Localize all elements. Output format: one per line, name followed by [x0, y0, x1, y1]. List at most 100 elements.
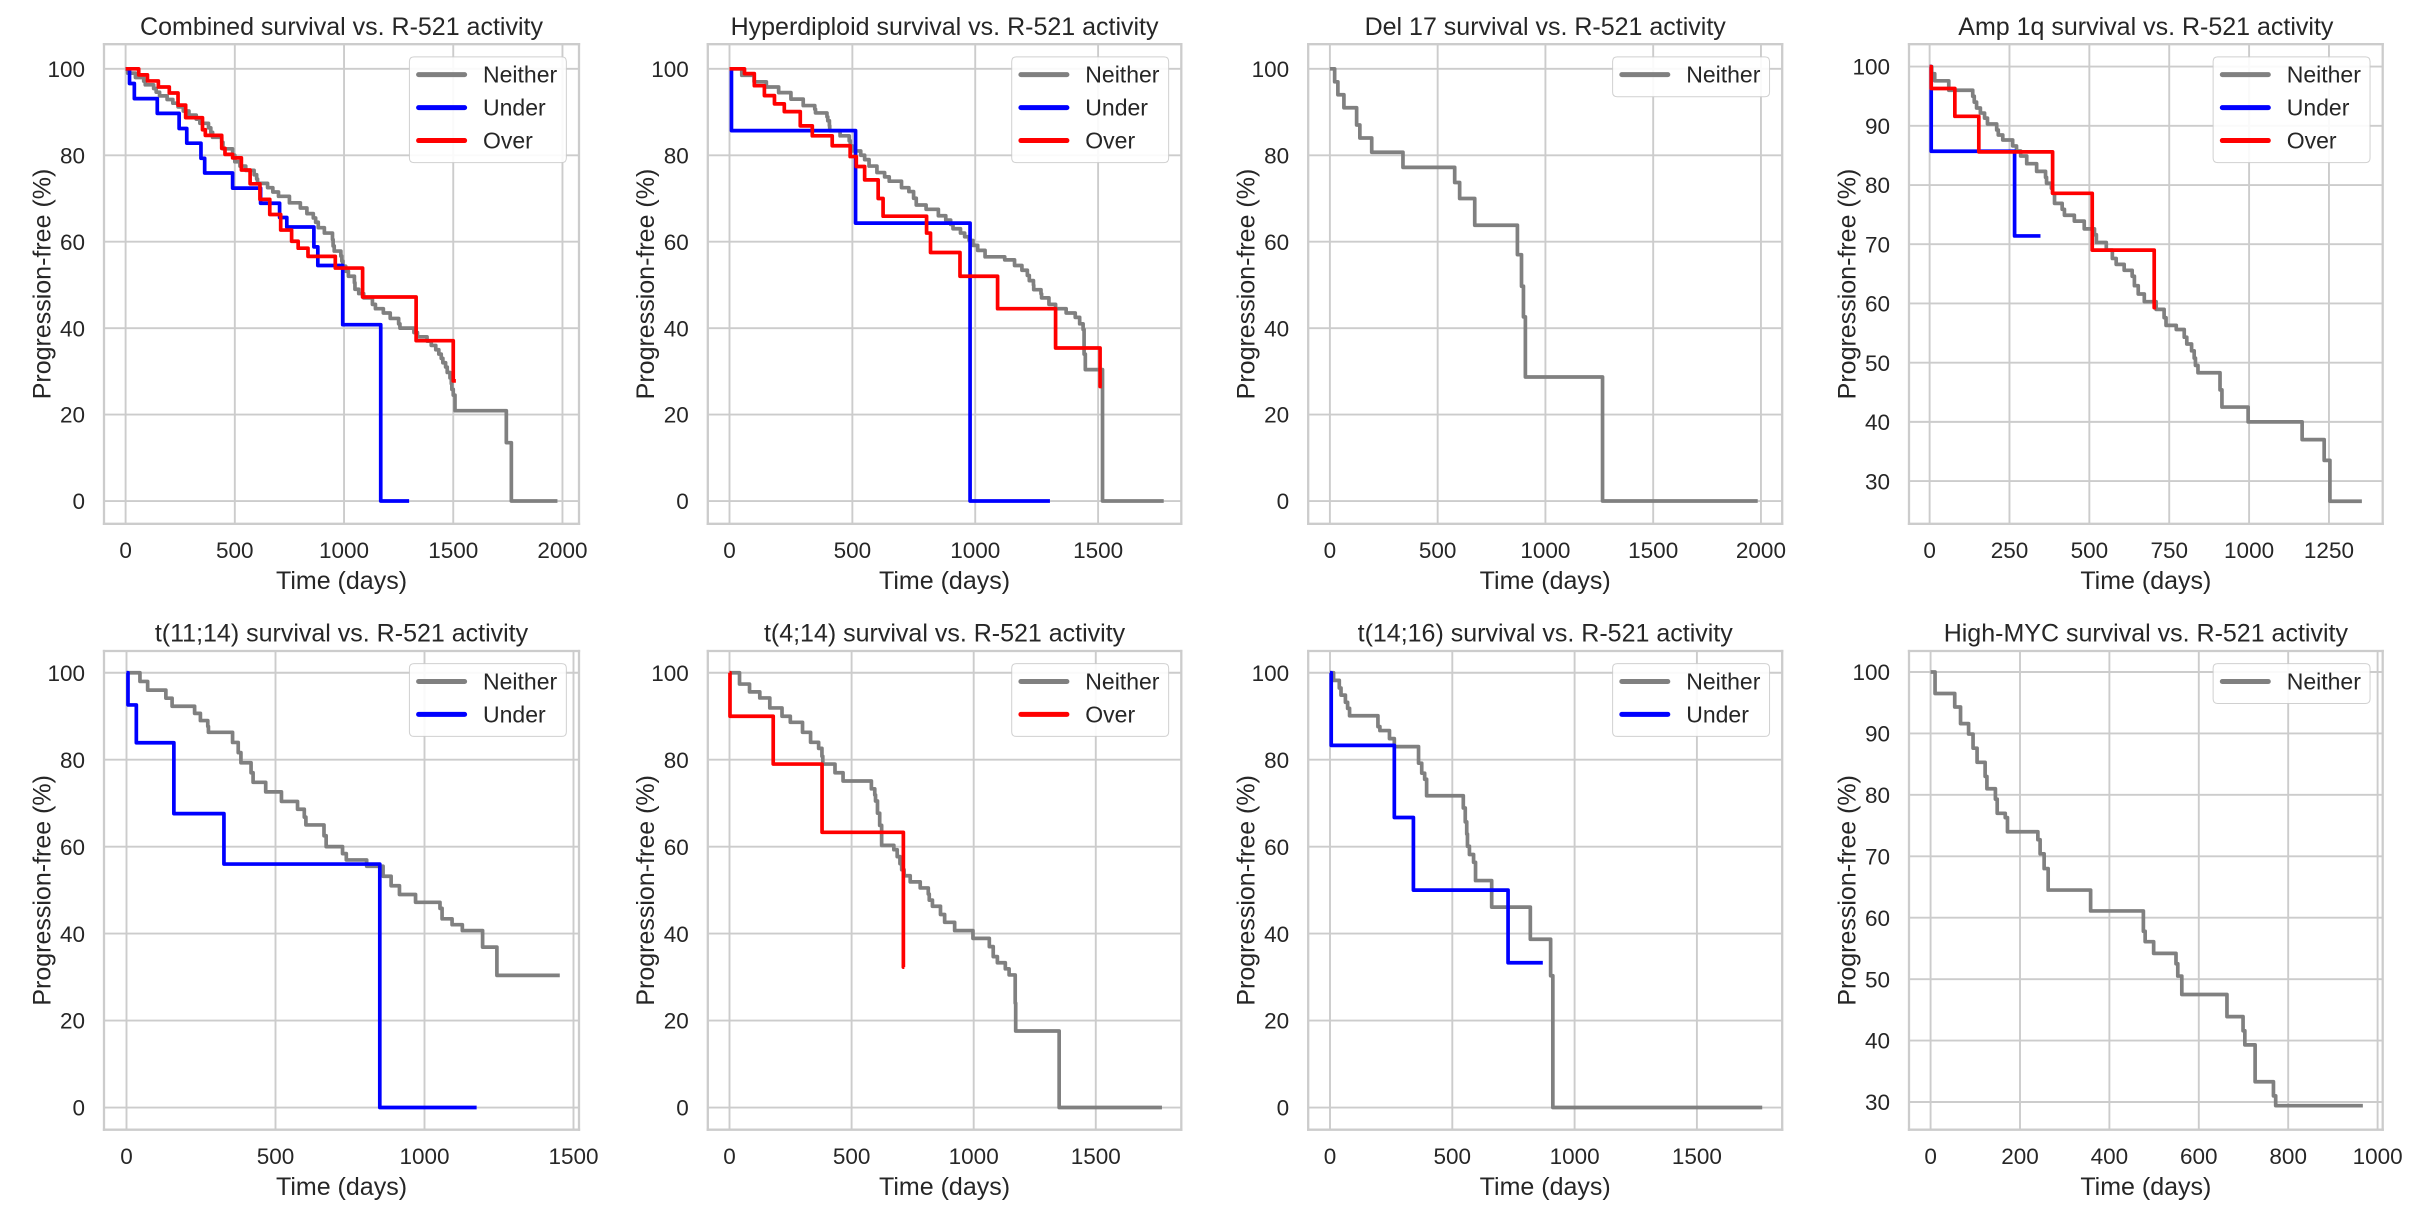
svg-text:Neither: Neither [483, 62, 557, 88]
svg-text:0: 0 [1277, 1096, 1290, 1121]
svg-text:20: 20 [60, 1009, 85, 1034]
svg-text:Hyperdiploid survival vs. R-52: Hyperdiploid survival vs. R-521 activity [731, 13, 1159, 41]
svg-text:0: 0 [72, 489, 85, 514]
svg-text:80: 80 [1865, 783, 1890, 808]
svg-text:Neither: Neither [1686, 669, 1760, 695]
svg-text:60: 60 [664, 835, 689, 860]
svg-text:60: 60 [60, 230, 85, 255]
svg-text:t(4;14) survival vs. R-521 act: t(4;14) survival vs. R-521 activity [764, 620, 1126, 648]
svg-text:600: 600 [2180, 1144, 2218, 1169]
svg-text:t(14;16) survival vs. R-521 ac: t(14;16) survival vs. R-521 activity [1358, 620, 1734, 648]
svg-text:2000: 2000 [537, 538, 587, 563]
svg-text:1000: 1000 [1520, 538, 1570, 563]
svg-text:Time (days): Time (days) [2080, 567, 2211, 595]
svg-text:500: 500 [257, 1144, 295, 1169]
svg-text:80: 80 [1264, 748, 1289, 773]
svg-text:Neither: Neither [1085, 669, 1159, 695]
svg-text:0: 0 [676, 1096, 689, 1121]
svg-text:1000: 1000 [399, 1144, 449, 1169]
svg-text:Under: Under [2287, 95, 2350, 121]
svg-text:60: 60 [60, 835, 85, 860]
svg-text:200: 200 [2001, 1144, 2039, 1169]
svg-text:2000: 2000 [1736, 538, 1786, 563]
svg-text:40: 40 [1264, 922, 1289, 947]
svg-text:100: 100 [1852, 55, 1890, 80]
svg-text:500: 500 [216, 538, 254, 563]
svg-text:Combined survival vs. R-521 ac: Combined survival vs. R-521 activity [140, 13, 543, 41]
svg-text:Progression-free (%): Progression-free (%) [1833, 169, 1861, 400]
svg-text:1000: 1000 [2353, 1144, 2403, 1169]
svg-text:90: 90 [1865, 722, 1890, 747]
svg-text:80: 80 [60, 748, 85, 773]
svg-text:Neither: Neither [2287, 669, 2361, 695]
svg-text:100: 100 [651, 57, 689, 82]
svg-text:100: 100 [651, 661, 689, 686]
svg-text:Progression-free (%): Progression-free (%) [28, 775, 56, 1006]
svg-text:Progression-free (%): Progression-free (%) [632, 169, 660, 400]
svg-text:400: 400 [2091, 1144, 2129, 1169]
svg-text:0: 0 [1923, 538, 1936, 563]
svg-text:500: 500 [833, 1144, 871, 1169]
svg-text:1250: 1250 [2304, 538, 2354, 563]
svg-text:80: 80 [60, 143, 85, 168]
svg-text:70: 70 [1865, 232, 1890, 257]
svg-text:40: 40 [1865, 410, 1890, 435]
svg-text:1500: 1500 [1628, 538, 1678, 563]
svg-text:20: 20 [1264, 403, 1289, 428]
svg-text:Progression-free (%): Progression-free (%) [1232, 169, 1260, 400]
svg-text:80: 80 [664, 748, 689, 773]
svg-text:Over: Over [2287, 128, 2337, 154]
svg-text:40: 40 [1264, 316, 1289, 341]
svg-text:Time (days): Time (days) [879, 1173, 1010, 1201]
svg-text:800: 800 [2269, 1144, 2307, 1169]
svg-text:Time (days): Time (days) [1480, 1173, 1611, 1201]
svg-text:50: 50 [1865, 351, 1890, 376]
svg-text:500: 500 [834, 538, 872, 563]
svg-text:60: 60 [664, 230, 689, 255]
svg-text:100: 100 [1252, 661, 1290, 686]
svg-text:750: 750 [2150, 538, 2188, 563]
svg-text:70: 70 [1865, 844, 1890, 869]
svg-text:Neither: Neither [1085, 62, 1159, 88]
svg-text:Time (days): Time (days) [2080, 1173, 2211, 1201]
svg-text:0: 0 [72, 1096, 85, 1121]
svg-text:Under: Under [483, 95, 546, 121]
svg-text:500: 500 [1434, 1144, 1472, 1169]
svg-text:Neither: Neither [2287, 62, 2361, 88]
svg-text:60: 60 [1264, 835, 1289, 860]
svg-text:1000: 1000 [2224, 538, 2274, 563]
svg-text:0: 0 [1324, 1144, 1337, 1169]
svg-text:1500: 1500 [1672, 1144, 1722, 1169]
svg-text:40: 40 [60, 316, 85, 341]
svg-text:Time (days): Time (days) [276, 1173, 407, 1201]
svg-text:Under: Under [1686, 701, 1749, 727]
svg-text:100: 100 [47, 661, 85, 686]
svg-text:0: 0 [1277, 489, 1290, 514]
svg-text:40: 40 [1865, 1029, 1890, 1054]
svg-text:60: 60 [1865, 292, 1890, 317]
svg-text:20: 20 [1264, 1009, 1289, 1034]
svg-text:1000: 1000 [949, 1144, 999, 1169]
svg-text:80: 80 [1865, 173, 1890, 198]
svg-text:1500: 1500 [548, 1144, 598, 1169]
svg-text:Under: Under [1085, 95, 1148, 121]
svg-text:80: 80 [1264, 143, 1289, 168]
svg-text:1000: 1000 [1550, 1144, 1600, 1169]
svg-text:30: 30 [1865, 1090, 1890, 1115]
svg-text:0: 0 [723, 1144, 736, 1169]
svg-text:20: 20 [664, 1009, 689, 1034]
svg-text:100: 100 [1852, 660, 1890, 685]
svg-text:Over: Over [1085, 701, 1135, 727]
svg-text:500: 500 [2071, 538, 2109, 563]
svg-text:Del 17 survival vs. R-521 acti: Del 17 survival vs. R-521 activity [1365, 13, 1727, 41]
svg-text:0: 0 [1924, 1144, 1937, 1169]
svg-text:Time (days): Time (days) [879, 567, 1010, 595]
svg-text:1500: 1500 [1073, 538, 1123, 563]
svg-text:40: 40 [664, 922, 689, 947]
svg-text:80: 80 [664, 143, 689, 168]
svg-text:Time (days): Time (days) [276, 567, 407, 595]
svg-text:Over: Over [483, 128, 533, 154]
svg-text:20: 20 [60, 403, 85, 428]
svg-text:Amp 1q survival vs. R-521 acti: Amp 1q survival vs. R-521 activity [1958, 13, 2334, 41]
svg-text:Progression-free (%): Progression-free (%) [632, 775, 660, 1006]
